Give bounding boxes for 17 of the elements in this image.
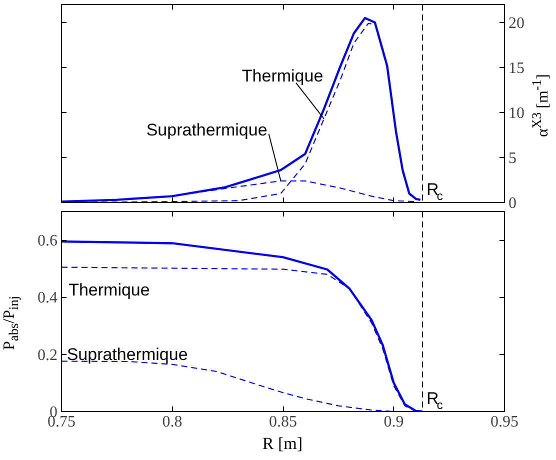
x-axis-title: R [m]: [262, 434, 303, 453]
y-tick-label: 15: [508, 60, 524, 77]
annotation: Thermique: [242, 66, 324, 86]
x-tick-label: 0.9: [384, 414, 404, 430]
x-tick-label: 0.95: [490, 414, 518, 430]
annotation: Suprathermique: [66, 345, 188, 364]
x-tick-label: 0.85: [269, 414, 297, 430]
y-tick-label: 10: [508, 105, 524, 122]
y-tick-label: 5: [508, 150, 516, 167]
x-tick-label: 0.8: [162, 414, 182, 430]
annotation: Suprathermique: [146, 120, 268, 140]
y-tick-label: 0.6: [38, 232, 58, 250]
y-tick-label: 0.4: [38, 290, 58, 307]
y-tick-label: 0: [508, 195, 516, 212]
annotation: Thermique: [68, 280, 150, 300]
y-tick-label: 20: [508, 15, 524, 32]
y-tick-label: 0.2: [38, 346, 58, 364]
